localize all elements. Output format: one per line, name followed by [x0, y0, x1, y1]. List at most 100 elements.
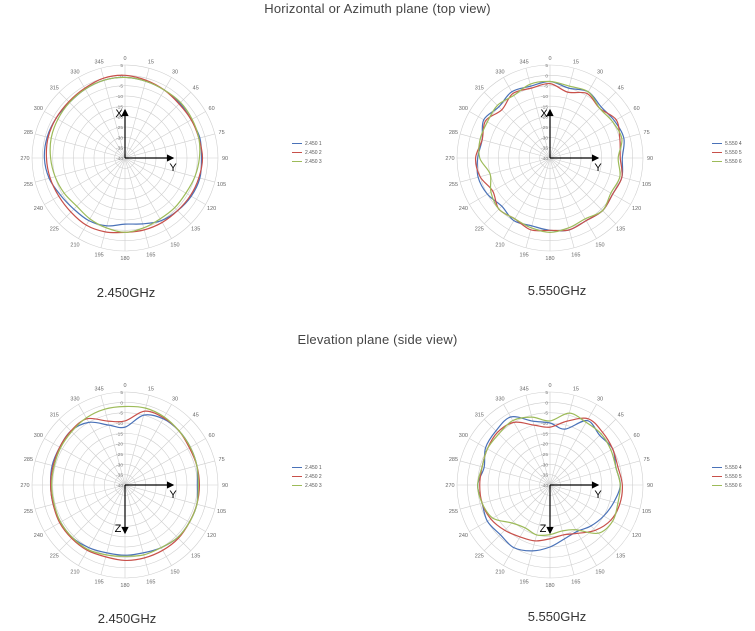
grid-spoke	[124, 484, 150, 575]
grid-spoke	[525, 395, 551, 486]
angle-tick-label: 0	[123, 383, 126, 389]
axis-label-y: Y	[594, 162, 602, 174]
grid-spoke	[78, 484, 126, 566]
axis-label-y: Y	[169, 162, 177, 174]
angle-tick-label: 345	[95, 386, 104, 392]
legend-entry: 2.450 2	[292, 148, 322, 157]
legend-entry: 5.550 6	[712, 157, 742, 166]
grid-spoke	[549, 133, 640, 159]
angle-tick-label: 255	[449, 182, 458, 188]
radial-tick-label: -30	[541, 135, 548, 141]
grid-spoke	[549, 157, 631, 205]
legend-swatch	[712, 475, 722, 478]
radial-tick-label: -30	[541, 462, 548, 468]
legend-label: 5.550 5	[725, 149, 742, 156]
angle-tick-label: 150	[170, 243, 179, 249]
angle-tick-label: 0	[123, 56, 126, 62]
frequency-label-elevation-2450: 2.450GHz	[97, 611, 157, 626]
grid-spoke	[549, 77, 597, 159]
grid-spoke	[469, 484, 551, 532]
angle-tick-label: 0	[548, 383, 551, 389]
angle-tick-label: 315	[475, 85, 484, 91]
radial-tick-label: -35	[116, 146, 123, 152]
angle-tick-label: 300	[34, 433, 43, 439]
grid-spoke	[78, 77, 126, 159]
grid-spoke	[549, 484, 631, 532]
axis-label-y: Y	[169, 489, 177, 501]
radial-tick-label: -20	[116, 442, 123, 448]
angle-tick-label: 240	[459, 533, 468, 539]
angle-tick-label: 150	[595, 570, 604, 576]
grid-spoke	[469, 438, 551, 486]
grid-spoke	[549, 484, 575, 575]
angle-tick-label: 300	[459, 433, 468, 439]
grid-spoke	[59, 484, 126, 551]
series-line-5-550-6	[478, 80, 623, 234]
radial-tick-label: -10	[116, 94, 123, 100]
angle-tick-label: 15	[573, 386, 579, 392]
angle-tick-label: 15	[573, 59, 579, 65]
grid-spoke	[124, 484, 215, 510]
grid-spoke	[549, 395, 575, 486]
angle-tick-label: 135	[616, 227, 625, 233]
angle-tick-label: 120	[632, 206, 641, 212]
polar-plot-elevation-2450: 0 15 30 45 60 75 90 105 120 135 150 165 180 195 210 225…	[20, 383, 228, 589]
grid-spoke	[59, 157, 126, 224]
radial-tick-label: -40	[116, 483, 123, 489]
angle-tick-label: 60	[209, 433, 215, 439]
legend-swatch	[712, 484, 722, 487]
legend-entry: 2.450 1	[292, 139, 322, 148]
legend-elevation-5550: 5.550 4 5.550 5 5.550 6	[712, 463, 742, 490]
grid-spoke	[549, 68, 575, 159]
angle-tick-label: 300	[34, 106, 43, 112]
radial-tick-label: -30	[116, 135, 123, 141]
angle-tick-label: 225	[475, 554, 484, 560]
series-line-2-450-2	[49, 410, 201, 562]
angle-tick-label: 105	[217, 509, 226, 515]
angle-tick-label: 45	[193, 412, 199, 418]
grid-spoke	[503, 157, 551, 239]
angle-tick-label: 75	[644, 457, 650, 463]
legend-swatch	[292, 475, 302, 478]
legend-label: 5.550 6	[725, 482, 742, 489]
grid-spoke	[35, 133, 126, 159]
legend-elevation-2450: 2.450 1 2.450 2 2.450 3	[292, 463, 322, 490]
grid-spoke	[549, 484, 640, 510]
grid-spoke	[549, 419, 616, 486]
angle-tick-label: 75	[644, 130, 650, 136]
grid-spoke	[549, 484, 597, 566]
radial-tick-label: 0	[120, 400, 123, 406]
radial-tick-label: -25	[116, 125, 123, 131]
grid-spoke	[549, 460, 640, 486]
axis-label-x: X	[115, 108, 123, 120]
angle-tick-label: 255	[449, 509, 458, 515]
grid-spoke	[35, 484, 126, 510]
angle-tick-label: 270	[20, 156, 29, 162]
grid-spoke	[525, 68, 551, 159]
grid-spoke	[469, 111, 551, 159]
radial-tick-label: -10	[116, 421, 123, 427]
angle-tick-label: 165	[571, 580, 580, 586]
frequency-label-azimuth-5550: 5.550GHz	[527, 283, 587, 298]
radial-tick-label: -35	[541, 146, 548, 152]
legend-swatch	[292, 142, 302, 145]
radial-tick-label: -40	[116, 156, 123, 162]
grid-spoke	[100, 68, 126, 159]
radial-tick-label: 0	[545, 73, 548, 79]
angle-tick-label: 285	[449, 457, 458, 463]
axis-label-z: Z	[115, 523, 122, 535]
grid-spoke	[124, 157, 172, 239]
angle-tick-label: 285	[24, 130, 33, 136]
angle-tick-label: 240	[459, 206, 468, 212]
radial-tick-label: 0	[545, 400, 548, 406]
angle-tick-label: 240	[34, 533, 43, 539]
grid-spoke	[124, 460, 215, 486]
grid-spoke	[59, 419, 126, 486]
grid-spoke	[124, 484, 206, 532]
angle-tick-label: 60	[634, 106, 640, 112]
angle-tick-label: 255	[24, 509, 33, 515]
angle-tick-label: 30	[597, 396, 603, 402]
angle-tick-label: 15	[148, 386, 154, 392]
grid-spoke	[460, 460, 551, 486]
radial-tick-label: 5	[120, 390, 123, 396]
